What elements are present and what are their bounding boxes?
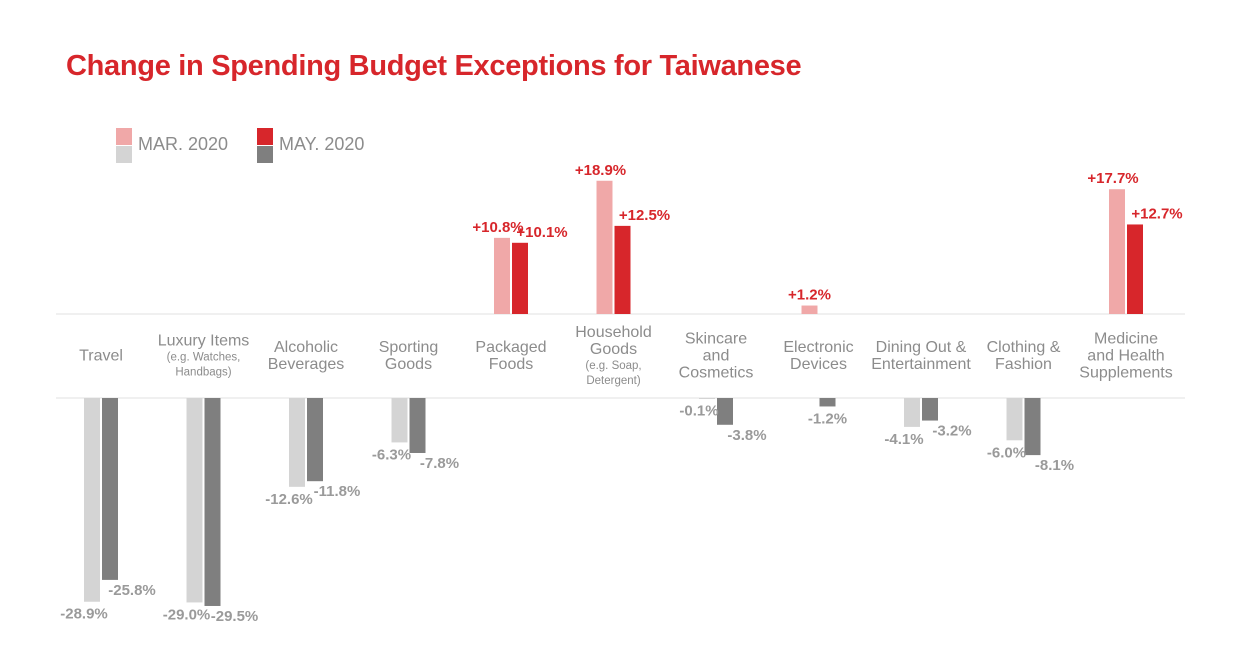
category-label-dining-out-entertainment: Dining Out & bbox=[876, 339, 967, 356]
chart-title: Change in Spending Budget Exceptions for… bbox=[66, 50, 802, 82]
legend-label-may-2020: MAY. 2020 bbox=[279, 134, 365, 154]
legend-swatch-mar-2020-negative bbox=[116, 146, 132, 163]
bar-alcoholic-beverages-may-2020 bbox=[307, 398, 323, 482]
bar-household-goods-may-2020 bbox=[614, 225, 631, 314]
legend-swatch-mar-2020-positive bbox=[116, 128, 132, 145]
value-label-dining-out-entertainment-mar-2020: -4.1% bbox=[884, 431, 923, 448]
category-label-sporting-goods: Sporting bbox=[379, 339, 439, 356]
bar-sporting-goods-mar-2020 bbox=[391, 398, 408, 443]
bar-electronic-devices-may-2020 bbox=[819, 398, 836, 407]
bar-electronic-devices-mar-2020 bbox=[801, 305, 818, 314]
value-label-packaged-foods-mar-2020: +10.8% bbox=[472, 219, 523, 236]
legend-label-mar-2020: MAR. 2020 bbox=[138, 134, 229, 154]
category-label-household-goods: Household bbox=[575, 324, 652, 341]
bar-clothing-fashion-mar-2020 bbox=[1006, 398, 1023, 441]
category-sublabel-household-goods: (e.g. Soap, bbox=[585, 360, 641, 372]
category-label-electronic-devices: Devices bbox=[790, 356, 847, 373]
value-label-packaged-foods-may-2020: +10.1% bbox=[516, 224, 567, 241]
category-label-clothing-fashion: Fashion bbox=[995, 356, 1052, 373]
value-label-sporting-goods-may-2020: -7.8% bbox=[420, 455, 459, 472]
category-label-medicine-and-health-supplements: and Health bbox=[1087, 348, 1164, 365]
value-label-household-goods-mar-2020: +18.9% bbox=[575, 162, 626, 179]
bar-travel-mar-2020 bbox=[84, 398, 100, 602]
value-label-travel-mar-2020: -28.9% bbox=[60, 606, 108, 623]
bar-travel-may-2020 bbox=[102, 398, 118, 580]
bar-dining-out-entertainment-may-2020 bbox=[922, 398, 938, 421]
category-label-skincare-and-cosmetics: and bbox=[703, 348, 730, 365]
category-label-household-goods: Goods bbox=[590, 341, 637, 358]
value-label-medicine-and-health-supplements-mar-2020: +17.7% bbox=[1087, 170, 1138, 187]
value-label-sporting-goods-mar-2020: -6.3% bbox=[372, 446, 411, 463]
category-label-alcoholic-beverages: Alcoholic bbox=[274, 339, 338, 356]
bar-dining-out-entertainment-mar-2020 bbox=[904, 398, 920, 427]
bar-skincare-and-cosmetics-may-2020 bbox=[717, 398, 733, 425]
legend-swatch-may-2020-negative bbox=[257, 146, 273, 163]
category-label-medicine-and-health-supplements: Medicine bbox=[1094, 331, 1158, 348]
bar-alcoholic-beverages-mar-2020 bbox=[289, 398, 305, 487]
value-label-skincare-and-cosmetics-may-2020: -3.8% bbox=[727, 427, 766, 444]
value-label-electronic-devices-may-2020: -1.2% bbox=[808, 410, 847, 427]
value-label-alcoholic-beverages-may-2020: -11.8% bbox=[314, 483, 361, 500]
category-label-skincare-and-cosmetics: Skincare bbox=[685, 331, 747, 348]
bar-medicine-and-health-supplements-mar-2020 bbox=[1109, 189, 1125, 314]
value-label-alcoholic-beverages-mar-2020: -12.6% bbox=[265, 491, 313, 508]
bar-packaged-foods-may-2020 bbox=[512, 242, 528, 314]
value-label-clothing-fashion-mar-2020: -6.0% bbox=[987, 444, 1026, 461]
bar-luxury-items-may-2020 bbox=[204, 398, 221, 606]
value-label-clothing-fashion-may-2020: -8.1% bbox=[1035, 457, 1074, 474]
bar-skincare-and-cosmetics-mar-2020 bbox=[699, 398, 715, 399]
category-label-packaged-foods: Packaged bbox=[475, 339, 546, 356]
value-label-electronic-devices-mar-2020: +1.2% bbox=[788, 287, 831, 304]
category-label-luxury-items: Luxury Items bbox=[158, 333, 250, 350]
category-label-alcoholic-beverages: Beverages bbox=[268, 356, 345, 373]
category-label-clothing-fashion: Clothing & bbox=[987, 339, 1061, 356]
category-label-medicine-and-health-supplements: Supplements bbox=[1079, 365, 1172, 382]
value-label-luxury-items-may-2020: -29.5% bbox=[211, 608, 259, 625]
bar-clothing-fashion-may-2020 bbox=[1024, 398, 1041, 456]
category-label-dining-out-entertainment: Entertainment bbox=[871, 356, 971, 373]
category-sublabel-luxury-items: (e.g. Watches, bbox=[167, 352, 241, 364]
value-label-skincare-and-cosmetics-mar-2020: -0.1% bbox=[679, 403, 718, 420]
category-label-electronic-devices: Electronic bbox=[783, 339, 853, 356]
value-label-medicine-and-health-supplements-may-2020: +12.7% bbox=[1131, 205, 1182, 222]
legend: MAR. 2020 MAY. 2020 bbox=[116, 128, 416, 168]
value-label-travel-may-2020: -25.8% bbox=[108, 582, 156, 599]
category-label-packaged-foods: Foods bbox=[489, 356, 533, 373]
legend-swatch-may-2020-positive bbox=[257, 128, 273, 145]
value-label-dining-out-entertainment-may-2020: -3.2% bbox=[932, 423, 971, 440]
bar-packaged-foods-mar-2020 bbox=[494, 237, 510, 314]
category-sublabel-luxury-items: Handbags) bbox=[175, 367, 231, 379]
value-label-luxury-items-mar-2020: -29.0% bbox=[163, 606, 211, 623]
bar-medicine-and-health-supplements-may-2020 bbox=[1127, 224, 1143, 314]
bar-luxury-items-mar-2020 bbox=[186, 398, 203, 603]
category-label-sporting-goods: Goods bbox=[385, 356, 432, 373]
category-label-travel: Travel bbox=[79, 348, 123, 365]
category-label-skincare-and-cosmetics: Cosmetics bbox=[679, 365, 754, 382]
bar-sporting-goods-may-2020 bbox=[409, 398, 426, 453]
bar-household-goods-mar-2020 bbox=[596, 180, 613, 314]
category-sublabel-household-goods: Detergent) bbox=[586, 375, 641, 387]
value-label-household-goods-may-2020: +12.5% bbox=[619, 207, 670, 224]
